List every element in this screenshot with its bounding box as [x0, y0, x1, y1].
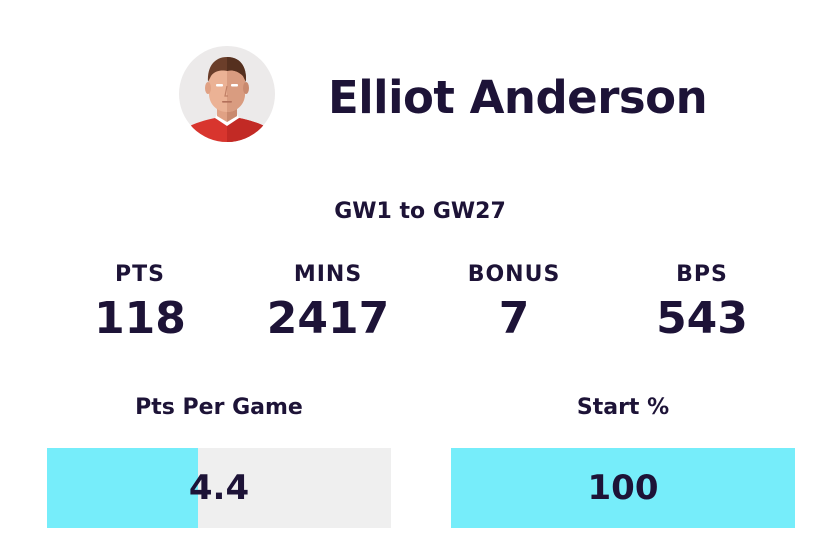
meter-fill [47, 448, 199, 528]
stat-value: 2417 [266, 293, 390, 344]
stat-value: 7 [498, 293, 530, 344]
stat-pts: PTS 118 [60, 258, 220, 346]
meter-fill [451, 448, 795, 528]
stat-label: BONUS [467, 262, 561, 287]
pts-per-game-label: Pts Per Game [135, 395, 303, 420]
stat-mins: MINS 2417 [248, 258, 408, 346]
player-name: Elliot Anderson [328, 71, 708, 124]
stat-value: 118 [94, 293, 186, 344]
player-avatar [179, 46, 275, 142]
stat-value: 543 [656, 293, 748, 344]
stat-label: PTS [115, 262, 165, 287]
gameweek-range: GW1 to GW27 [334, 199, 506, 224]
meter-value: 4.4 [188, 468, 250, 508]
meter-value: 100 [587, 468, 659, 508]
player-avatar-icon [179, 57, 275, 142]
pts-per-game-meter: 4.4 [47, 448, 391, 528]
stat-bonus: BONUS 7 [434, 258, 594, 346]
start-percent-label: Start % [576, 395, 670, 420]
start-percent-meter: 100 [451, 448, 795, 528]
stat-bps: BPS 543 [622, 258, 782, 346]
stat-label: MINS [293, 262, 363, 287]
stat-label: BPS [676, 262, 728, 287]
